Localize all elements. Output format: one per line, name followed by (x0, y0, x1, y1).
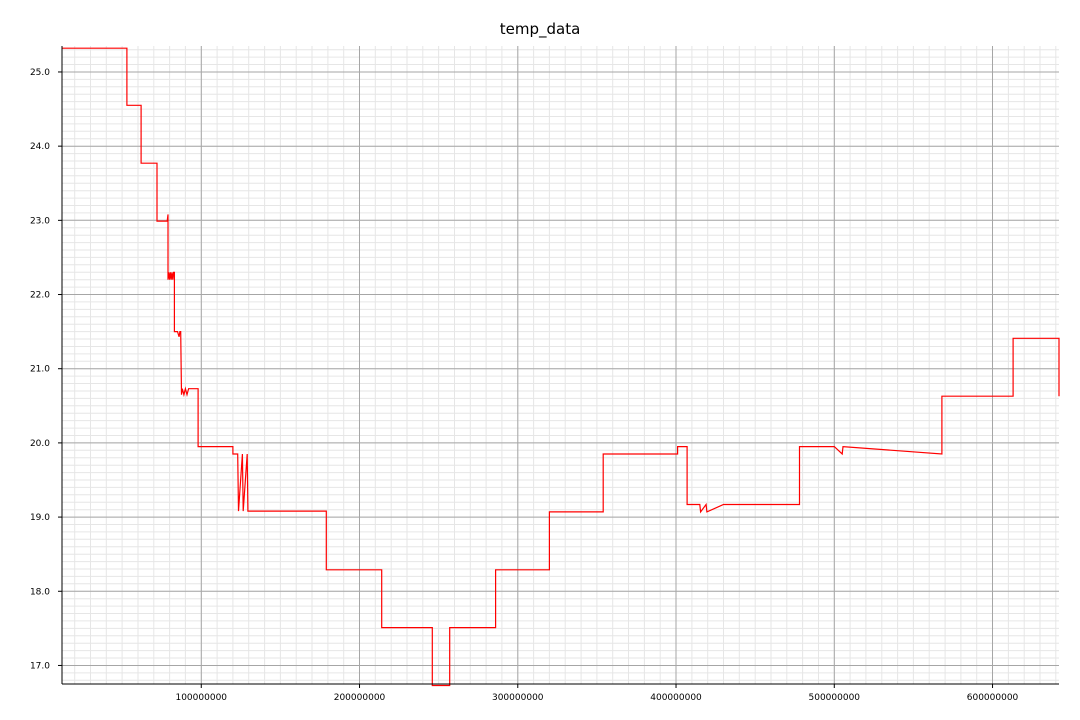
y-axis-ticks: 17.0 18.0 19.0 20.0 21.0 22.0 23.0 24.0 25.0 (30, 68, 62, 671)
x-tick-label: 200000000 (334, 693, 386, 703)
series-line (62, 47, 1060, 687)
y-tick-label: 20.0 (30, 439, 50, 449)
y-tick-label: 22.0 (30, 291, 50, 301)
x-tick-label: 300000000 (492, 693, 544, 703)
y-tick-label: 18.0 (30, 587, 50, 597)
x-tick-label: 500000000 (809, 693, 861, 703)
chart-title: temp_data (499, 20, 581, 38)
x-tick-label: 600000000 (967, 693, 1019, 703)
x-tick-label: 400000000 (650, 693, 702, 703)
y-tick-label: 17.0 (30, 661, 50, 671)
y-tick-label: 21.0 (30, 365, 50, 375)
axes (61, 46, 1059, 685)
x-axis-ticks: 100000000 200000000 300000000 400000000 5000… (175, 684, 1019, 703)
series-layer (62, 47, 1060, 687)
y-tick-label: 25.0 (30, 68, 50, 78)
major-gridlines (62, 46, 1059, 684)
x-tick-label: 100000000 (175, 693, 227, 703)
y-tick-label: 24.0 (30, 142, 50, 152)
minor-gridlines (62, 46, 1059, 684)
y-tick-label: 23.0 (30, 216, 50, 226)
y-tick-label: 19.0 (30, 513, 50, 523)
